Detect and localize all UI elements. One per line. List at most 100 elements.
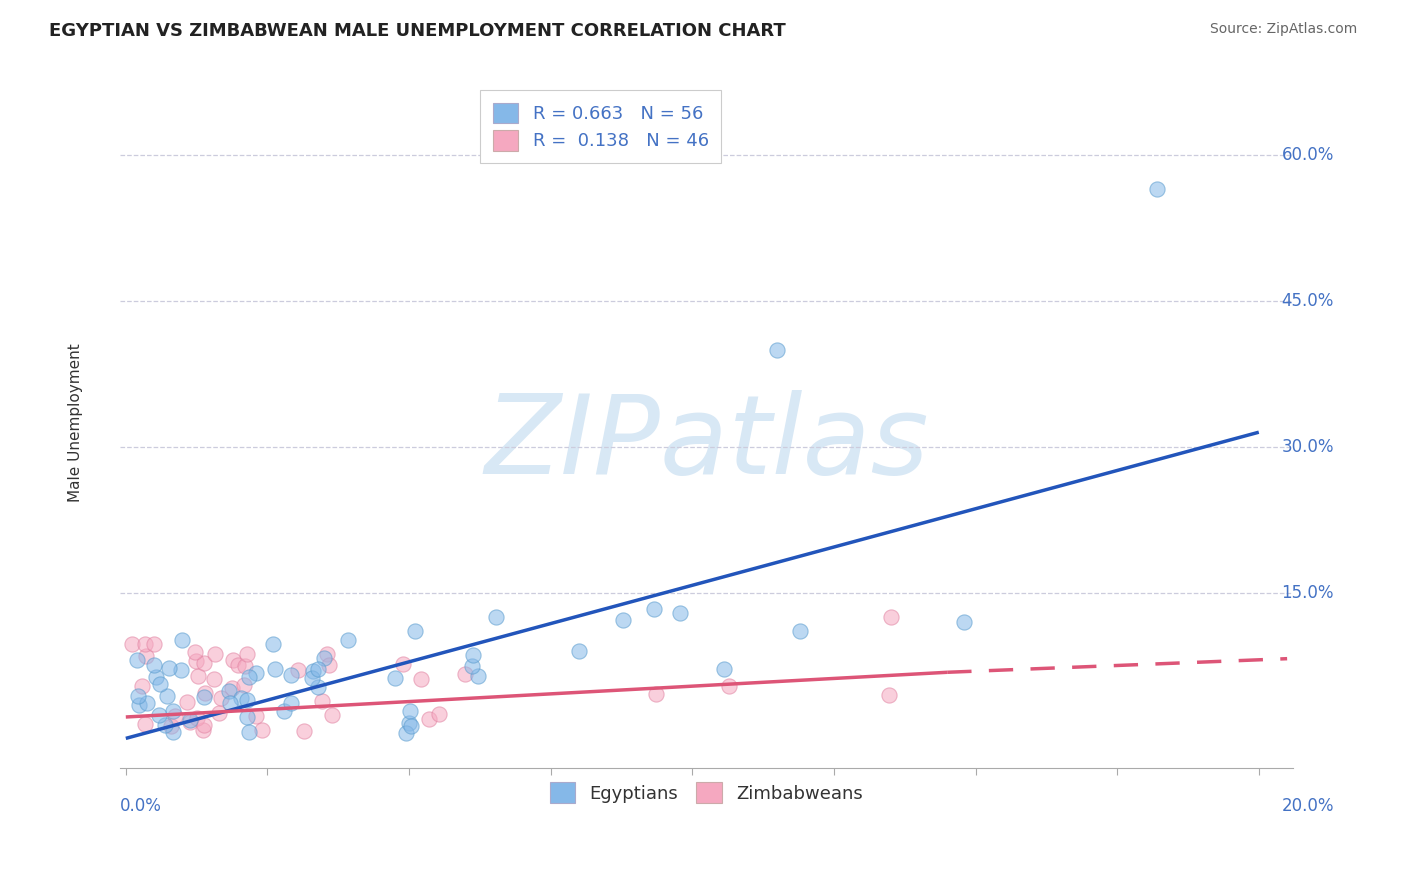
Text: 20.0%: 20.0% [1281, 797, 1334, 814]
Zimbabweans [318, 658, 340, 673]
Egyptians [307, 662, 329, 676]
Egyptians [953, 615, 976, 629]
Egyptians [302, 665, 325, 679]
Egyptians [238, 670, 260, 684]
Zimbabweans [321, 708, 343, 723]
Egyptians [1146, 182, 1168, 196]
Egyptians [148, 708, 170, 723]
Egyptians [236, 710, 259, 724]
Egyptians [789, 624, 811, 639]
Egyptians [170, 632, 193, 647]
Zimbabweans [202, 673, 225, 687]
Egyptians [135, 696, 157, 710]
Egyptians [162, 724, 184, 739]
Egyptians [301, 671, 323, 685]
Text: Male Unemployment: Male Unemployment [67, 343, 83, 502]
Zimbabweans [134, 637, 156, 651]
Zimbabweans [409, 672, 432, 686]
Zimbabweans [121, 637, 143, 651]
Zimbabweans [245, 708, 267, 723]
Egyptians [568, 644, 591, 658]
Zimbabweans [427, 707, 450, 722]
Egyptians [231, 691, 253, 706]
Zimbabweans [209, 690, 232, 705]
Egyptians [155, 718, 177, 732]
Zimbabweans [250, 723, 273, 737]
Zimbabweans [645, 687, 668, 701]
Egyptians [404, 624, 426, 638]
Zimbabweans [204, 647, 226, 661]
Zimbabweans [193, 718, 215, 732]
Zimbabweans [184, 645, 207, 659]
Zimbabweans [391, 657, 413, 672]
Zimbabweans [235, 647, 257, 661]
Egyptians [238, 725, 260, 739]
Egyptians [218, 683, 240, 698]
Egyptians [312, 650, 335, 665]
Zimbabweans [208, 706, 231, 720]
Zimbabweans [316, 647, 339, 661]
Zimbabweans [131, 679, 153, 693]
Egyptians [612, 613, 634, 627]
Zimbabweans [453, 667, 475, 681]
Zimbabweans [879, 610, 901, 624]
Egyptians [263, 661, 285, 675]
Egyptians [262, 637, 284, 651]
Text: 0.0%: 0.0% [120, 797, 162, 814]
Zimbabweans [222, 653, 245, 667]
Zimbabweans [184, 654, 207, 668]
Egyptians [125, 653, 148, 667]
Legend: Egyptians, Zimbabweans: Egyptians, Zimbabweans [543, 775, 870, 810]
Egyptians [245, 666, 267, 681]
Egyptians [127, 689, 149, 703]
Egyptians [398, 715, 420, 730]
Text: ZIPatlas: ZIPatlas [484, 390, 929, 497]
Egyptians [766, 343, 789, 357]
Egyptians [395, 726, 418, 740]
Text: 45.0%: 45.0% [1281, 292, 1334, 310]
Egyptians [273, 704, 295, 718]
Zimbabweans [718, 679, 741, 693]
Egyptians [307, 680, 329, 694]
Zimbabweans [186, 711, 208, 725]
Egyptians [169, 663, 191, 677]
Egyptians [485, 609, 508, 624]
Zimbabweans [311, 693, 333, 707]
Egyptians [193, 690, 215, 704]
Zimbabweans [143, 637, 166, 651]
Egyptians [280, 668, 302, 682]
Zimbabweans [228, 657, 250, 672]
Zimbabweans [191, 723, 214, 738]
Zimbabweans [163, 709, 186, 723]
Zimbabweans [221, 681, 243, 695]
Egyptians [461, 648, 484, 663]
Egyptians [149, 676, 172, 690]
Egyptians [143, 658, 166, 673]
Zimbabweans [176, 695, 198, 709]
Egyptians [179, 714, 201, 728]
Zimbabweans [418, 712, 440, 726]
Zimbabweans [194, 686, 217, 700]
Egyptians [643, 602, 665, 616]
Zimbabweans [287, 663, 309, 677]
Zimbabweans [159, 719, 181, 733]
Zimbabweans [233, 658, 256, 673]
Zimbabweans [134, 717, 156, 731]
Egyptians [236, 693, 259, 707]
Egyptians [384, 671, 406, 685]
Egyptians [399, 718, 422, 732]
Text: 30.0%: 30.0% [1281, 438, 1334, 456]
Zimbabweans [292, 723, 315, 738]
Egyptians [461, 659, 484, 673]
Zimbabweans [135, 649, 157, 664]
Egyptians [157, 661, 180, 675]
Zimbabweans [193, 657, 215, 671]
Zimbabweans [233, 678, 256, 692]
Text: 15.0%: 15.0% [1281, 583, 1334, 601]
Egyptians [669, 607, 692, 621]
Egyptians [280, 696, 302, 710]
Egyptians [128, 698, 150, 712]
Egyptians [145, 670, 167, 684]
Zimbabweans [187, 669, 209, 683]
Egyptians [337, 632, 360, 647]
